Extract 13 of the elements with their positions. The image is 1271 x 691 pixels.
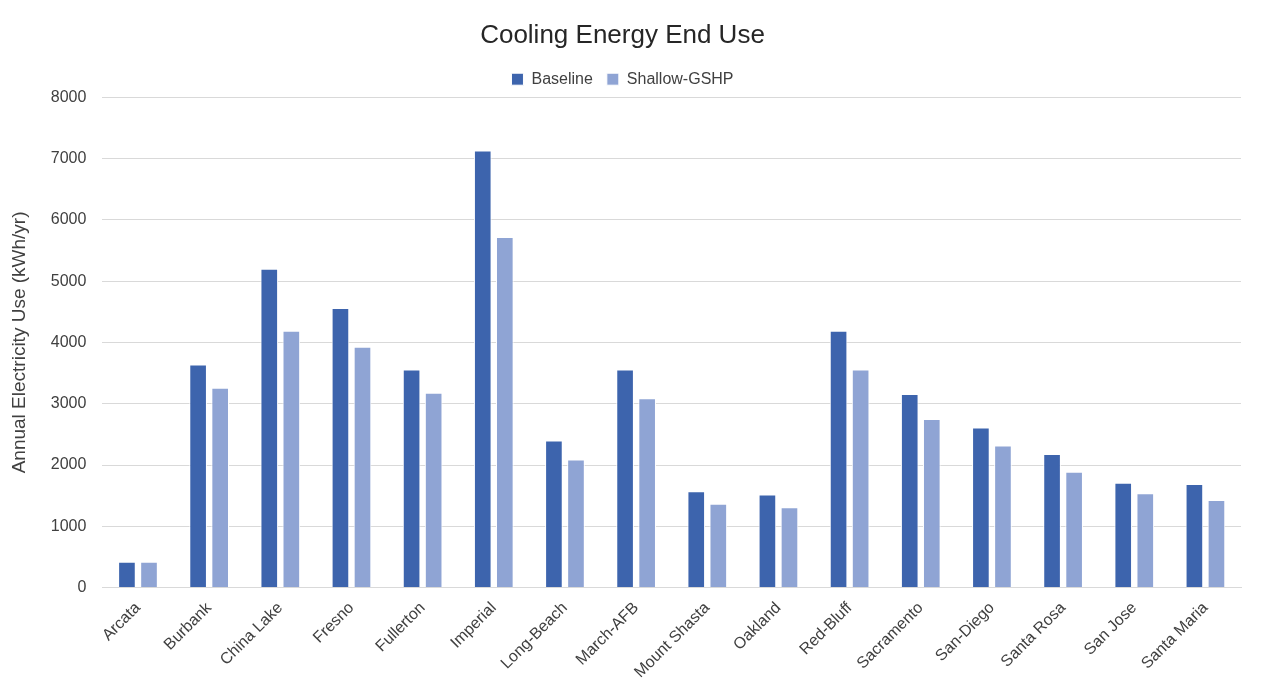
y-tick-label: 7000 <box>50 148 87 166</box>
y-tick-label: 2000 <box>50 455 87 473</box>
y-tick-label: 0 <box>77 578 87 596</box>
y-tick-label: 4000 <box>50 332 87 350</box>
y-tick-label: 1000 <box>50 516 87 534</box>
legend-label: Shallow-GSHP <box>626 69 734 87</box>
chart-title: Cooling Energy End Use <box>480 18 765 49</box>
y-tick-label: 8000 <box>50 87 87 105</box>
legend-label: Baseline <box>531 69 593 87</box>
y-axis-title: Annual Electricity Use (kWh/yr) <box>7 211 29 474</box>
y-tick-label: 6000 <box>50 210 87 228</box>
y-tick-label: 3000 <box>50 394 87 412</box>
y-tick-label: 5000 <box>50 271 87 289</box>
